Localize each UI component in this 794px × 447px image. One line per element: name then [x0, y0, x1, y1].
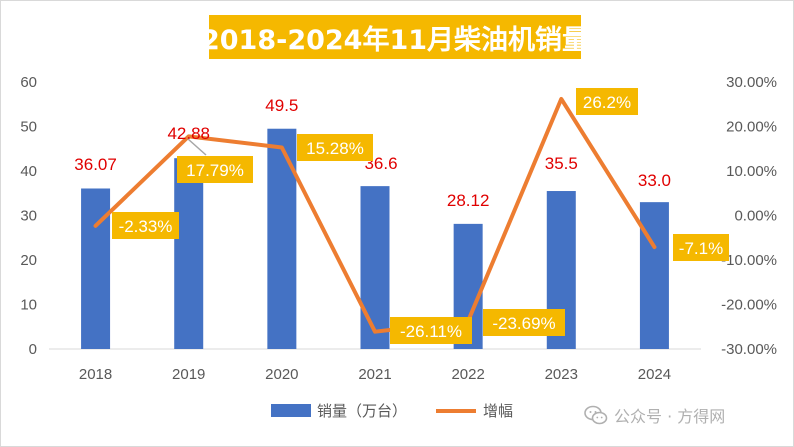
y-left-tick-label: 10	[20, 297, 37, 314]
growth-label-box	[673, 234, 729, 261]
growth-label-box	[483, 309, 565, 336]
y-right-tick-label: -30.00%	[721, 341, 777, 358]
bar	[267, 128, 297, 349]
bar-value-label: 49.5	[265, 96, 298, 115]
y-right-tick-label: 30.00%	[726, 74, 777, 91]
growth-value-label: 26.2%	[583, 93, 631, 112]
legend-bar-label: 销量（万台）	[317, 402, 407, 420]
bar	[639, 202, 669, 349]
x-tick-label: 2018	[79, 366, 112, 383]
x-tick-label: 2019	[172, 366, 205, 383]
data-labels: 36.0742.8849.536.628.1235.533.0-2.33%17.…	[74, 88, 729, 344]
bar	[360, 186, 390, 349]
bar-value-label: 42.88	[167, 124, 210, 143]
growth-label-box	[390, 317, 472, 344]
bar-series	[81, 128, 669, 349]
y-right-tick-label: 20.00%	[726, 119, 777, 136]
label-leader-line	[187, 138, 207, 156]
bar-value-label: 36.07	[74, 155, 117, 174]
wechat-icon	[584, 405, 608, 425]
growth-value-label: -23.69%	[492, 314, 555, 333]
growth-label-box	[112, 212, 179, 239]
growth-value-label: 17.79%	[186, 161, 244, 180]
legend-line-label: 增幅	[483, 402, 513, 420]
y-right-tick-label: 0.00%	[734, 208, 777, 225]
y-left-tick-label: 20	[20, 252, 37, 269]
y-left-tick-label: 30	[20, 208, 37, 225]
growth-value-label: -7.1%	[679, 239, 723, 258]
watermark: 公众号 · 方得网	[584, 401, 725, 429]
y-left-tick-label: 50	[20, 119, 37, 136]
x-tick-label: 2021	[358, 366, 391, 383]
y-right-tick-label: -10.00%	[721, 252, 777, 269]
bar-value-label: 33.0	[638, 171, 671, 190]
chart-title: 2018-2024年11月柴油机销量	[200, 24, 590, 56]
bar-value-label: 35.5	[545, 154, 578, 173]
growth-value-label: -26.11%	[400, 322, 462, 341]
line-series	[93, 96, 657, 334]
y-left-tick-label: 60	[20, 74, 37, 91]
growth-line	[93, 96, 657, 334]
y-right-tick-label: 10.00%	[726, 163, 777, 180]
y-left-tick-label: 40	[20, 163, 37, 180]
growth-label-box	[576, 88, 638, 115]
axes: 0 10 20 30 40 50 60 -30.00% -20.00% -10.00% 0.00% 1…	[20, 74, 777, 383]
x-tick-label: 2023	[545, 366, 578, 383]
bar	[81, 188, 111, 349]
y-left-tick-label: 0	[29, 341, 37, 358]
x-tick-label: 2022	[451, 366, 484, 383]
legend-bar-swatch	[271, 404, 311, 417]
chart-title-box: 2018-2024年11月柴油机销量	[201, 15, 589, 59]
watermark-text: 公众号 · 方得网	[614, 407, 726, 426]
growth-value-label: -2.33%	[119, 217, 173, 236]
y-right-tick-label: -20.00%	[721, 297, 777, 314]
legend: 销量（万台） 增幅	[271, 402, 513, 420]
x-tick-label: 2024	[638, 366, 671, 383]
bar	[174, 158, 204, 349]
x-tick-label: 2020	[265, 366, 298, 383]
growth-label-box	[177, 156, 253, 183]
bar-value-label: 28.12	[447, 191, 490, 210]
growth-label-box	[297, 134, 373, 161]
growth-value-label: 15.28%	[306, 139, 364, 158]
